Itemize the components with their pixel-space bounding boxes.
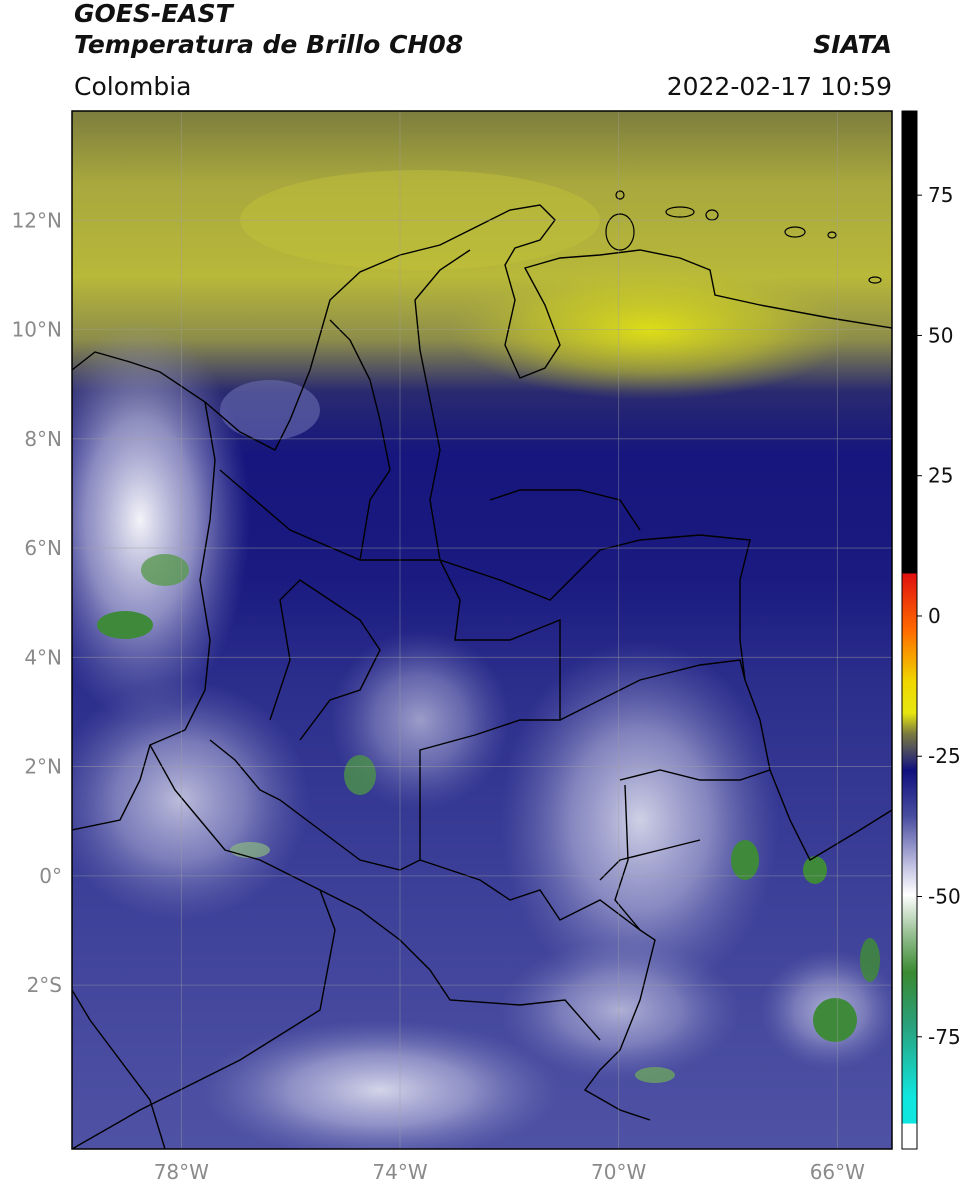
brand-label: SIATA xyxy=(813,30,892,59)
lat-tick-label: 10°N xyxy=(12,318,62,342)
colorbar-tick-label: -50 xyxy=(928,885,961,909)
product-title: Temperatura de Brillo CH08 xyxy=(74,30,464,59)
lat-tick-label: 6°N xyxy=(24,536,62,560)
region-label: Colombia xyxy=(74,72,192,101)
colorbar-tick-label: -75 xyxy=(928,1025,961,1049)
lat-tick-label: 4°N xyxy=(24,645,62,669)
imagery-layer xyxy=(72,111,892,1149)
map-frame xyxy=(71,110,893,1150)
latitude-tick-labels: 12°N 10°N 8°N 6°N 4°N 2°N 0° 2°S xyxy=(12,208,62,997)
lat-tick-label: 8°N xyxy=(24,427,62,451)
lon-tick-label: 66°W xyxy=(810,1160,865,1184)
lat-tick-label: 2°N xyxy=(24,755,62,779)
colorbar-tick-label: 75 xyxy=(928,183,953,207)
colorbar: 75 50 25 0 -25 -50 -75 xyxy=(901,110,961,1150)
timestamp-label: 2022-02-17 10:59 xyxy=(666,72,892,101)
lat-tick-label: 2°S xyxy=(27,973,62,997)
coastline-borders xyxy=(72,204,892,1149)
satellite-title: GOES-EAST xyxy=(74,0,233,28)
colorbar-tick-label: 0 xyxy=(928,604,941,628)
colorbar-tick-label: 50 xyxy=(928,323,953,347)
map-gridlines xyxy=(72,111,892,1149)
lon-tick-label: 70°W xyxy=(591,1160,646,1184)
lat-tick-label: 12°N xyxy=(12,208,62,232)
colorbar-ramp xyxy=(902,111,917,1149)
lon-tick-label: 78°W xyxy=(154,1160,209,1184)
lon-tick-label: 74°W xyxy=(372,1160,427,1184)
colorbar-tick-labels: 75 50 25 0 -25 -50 -75 xyxy=(917,183,961,1049)
colorbar-frame xyxy=(901,110,918,1150)
longitude-tick-labels: 78°W 74°W 70°W 66°W xyxy=(154,1160,865,1184)
lat-tick-label: 0° xyxy=(39,864,62,888)
colorbar-tick-label: 25 xyxy=(928,464,953,488)
colorbar-tick-label: -25 xyxy=(928,744,961,768)
